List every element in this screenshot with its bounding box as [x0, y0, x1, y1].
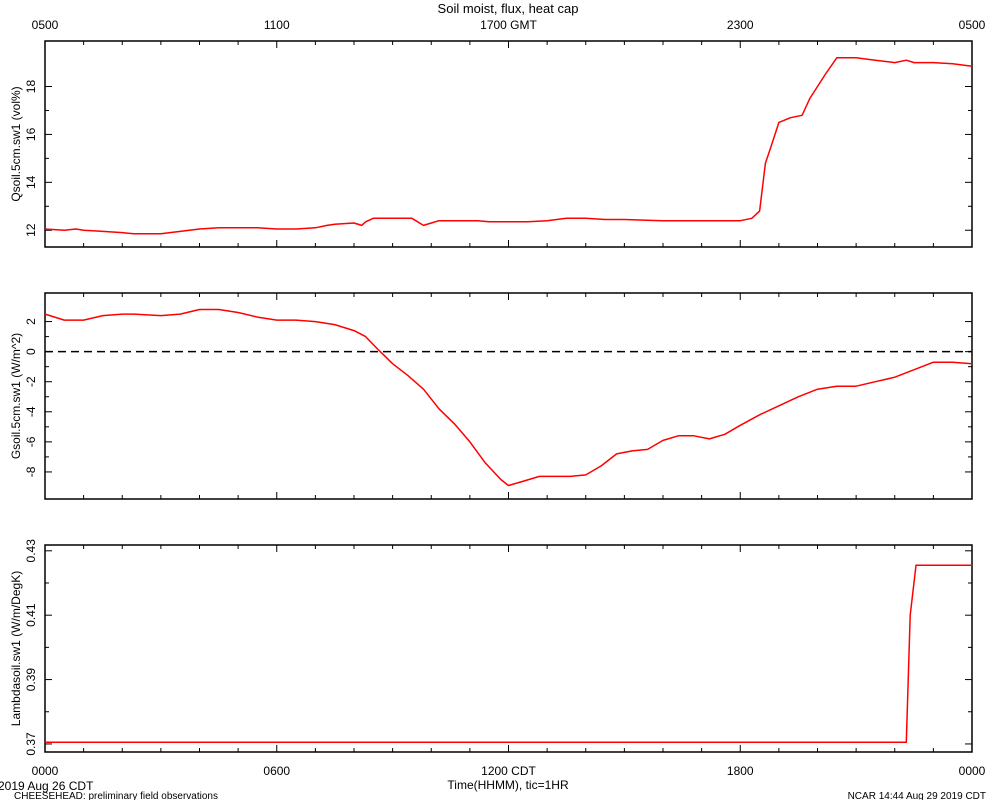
y-tick-label: -6	[24, 436, 38, 447]
bottom-x-tick-label: 0000	[32, 764, 59, 778]
y-tick-label: -4	[24, 406, 38, 417]
series-line	[44, 57, 973, 235]
series-line	[45, 564, 972, 744]
y-tick-label: 16	[24, 127, 38, 141]
bottom-x-tick-label: 0600	[263, 764, 290, 778]
top-x-tick-label: 2300	[727, 18, 754, 32]
top-x-tick-label: 0500	[959, 18, 986, 32]
top-time-axis: 0500 1100 1700 GMT 2300 0500	[32, 18, 986, 32]
y-axis-title: Qsoil.5cm.sw1 (vol%)	[9, 86, 23, 201]
y-tick-label: 0.39	[24, 668, 38, 692]
bottom-time-axis: 0000 0600 1200 CDT 1800 0000	[32, 764, 986, 778]
series-line	[44, 308, 973, 487]
y-tick-label: 18	[24, 80, 38, 94]
y-tick-label: 0	[24, 348, 38, 355]
y-tick-label: -8	[24, 466, 38, 477]
y-axis-title: Lambdasoil.sw1 (W/m/DegK)	[9, 571, 23, 726]
top-x-tick-label: 0500	[32, 18, 59, 32]
y-tick-label: 2	[24, 318, 38, 325]
y-tick-label: 0.37	[24, 732, 38, 756]
date-start-label: 2019 Aug 26 CDT	[0, 779, 94, 793]
y-tick-label: 12	[24, 223, 38, 237]
y-tick-label: -2	[24, 376, 38, 387]
x-axis-title: Time(HHMM), tic=1HR	[447, 778, 569, 792]
plot-frame	[44, 292, 973, 500]
top-x-tick-label: 1700 GMT	[480, 18, 537, 32]
bottom-x-tick-label: 0000	[959, 764, 986, 778]
footer-right: NCAR 14:44 Aug 29 2019 CDT	[848, 791, 986, 800]
footer-left: CHEESEHEAD: preliminary field observatio…	[14, 791, 218, 800]
y-tick-label: 0.41	[24, 603, 38, 627]
y-tick-label: 0.43	[24, 539, 38, 563]
bottom-x-tick-label: 1200 CDT	[481, 764, 536, 778]
y-axis-title: Gsoil.5cm.sw1 (W/m^2)	[9, 333, 23, 459]
plot-frame	[44, 544, 973, 753]
plot-frame	[44, 40, 973, 248]
y-tick-label: 14	[24, 175, 38, 189]
plot-title: Soil moist, flux, heat cap	[438, 1, 579, 16]
top-x-tick-label: 1100	[264, 18, 290, 32]
bottom-x-tick-label: 1800	[727, 764, 754, 778]
